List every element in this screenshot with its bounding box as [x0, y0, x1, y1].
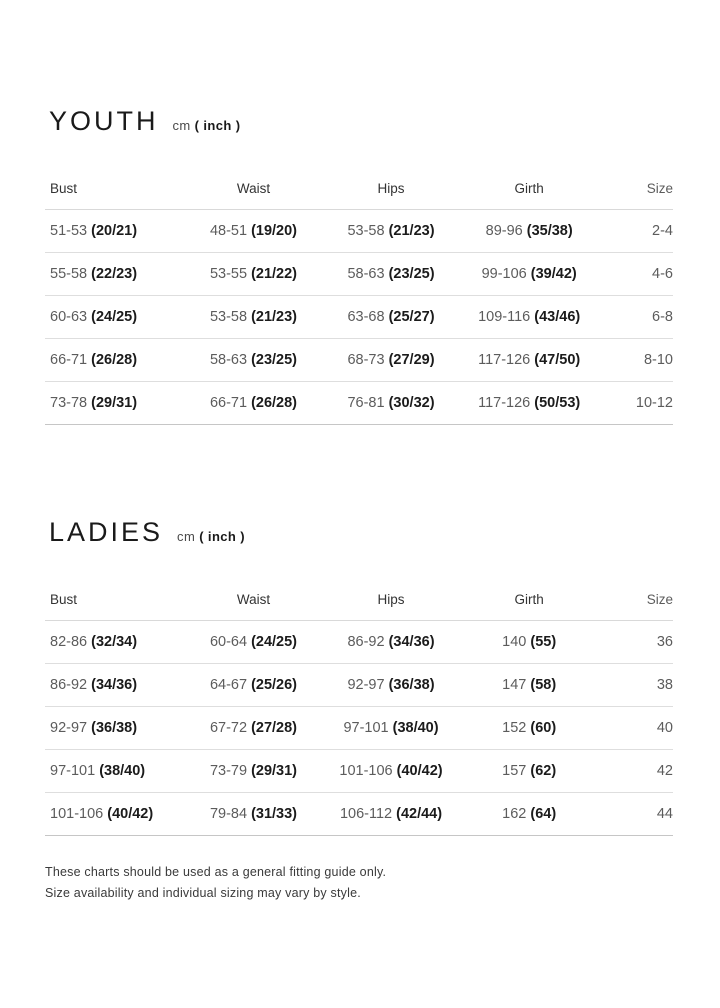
table-row: 97-101 (38/40) 73-79 (29/31) 101-106 (40…: [45, 749, 673, 793]
disclaimer: These charts should be used as a general…: [45, 862, 673, 904]
waist-cell: 66-71 (26/28): [180, 381, 327, 425]
size-guide-page: YOUTH cm( inch ) Bust Waist Hips Girth S…: [45, 0, 673, 904]
unit-label: cm( inch ): [173, 118, 241, 133]
bust-cell: 97-101 (38/40): [45, 749, 181, 793]
youth-title-row: YOUTH cm( inch ): [49, 0, 673, 137]
table-row: 60-63 (24/25) 53-58 (21/23) 63-68 (25/27…: [45, 295, 673, 339]
column-header-girth: Girth: [455, 163, 604, 210]
youth-header-row: Bust Waist Hips Girth Size: [45, 163, 673, 210]
size-cell: 40: [603, 706, 673, 750]
section-title-ladies: LADIES: [49, 517, 164, 547]
disclaimer-line-1: These charts should be used as a general…: [45, 865, 387, 879]
hips-cell: 101-106 (40/42): [326, 749, 456, 793]
size-cell: 38: [603, 663, 673, 707]
column-header-bust: Bust: [45, 163, 181, 210]
hips-cell: 92-97 (36/38): [326, 663, 456, 707]
girth-cell: 157 (62): [455, 749, 604, 793]
hips-cell: 106-112 (42/44): [326, 792, 456, 836]
table-row: 82-86 (32/34) 60-64 (24/25) 86-92 (34/36…: [45, 620, 673, 664]
bust-cell: 73-78 (29/31): [45, 381, 181, 425]
table-row: 101-106 (40/42) 79-84 (31/33) 106-112 (4…: [45, 792, 673, 836]
bust-cell: 51-53 (20/21): [45, 209, 181, 253]
girth-cell: 152 (60): [455, 706, 604, 750]
waist-cell: 79-84 (31/33): [180, 792, 327, 836]
waist-cell: 73-79 (29/31): [180, 749, 327, 793]
hips-cell: 58-63 (23/25): [326, 252, 456, 296]
size-cell: 36: [603, 620, 673, 664]
girth-cell: 109-116 (43/46): [455, 295, 604, 339]
waist-cell: 53-55 (21/22): [180, 252, 327, 296]
bust-cell: 82-86 (32/34): [45, 620, 181, 664]
waist-cell: 48-51 (19/20): [180, 209, 327, 253]
ladies-section: LADIES cm( inch ) Bust Waist Hips Girth …: [45, 425, 673, 836]
column-header-waist: Waist: [180, 574, 327, 621]
bust-cell: 55-58 (22/23): [45, 252, 181, 296]
column-header-girth: Girth: [455, 574, 604, 621]
hips-cell: 86-92 (34/36): [326, 620, 456, 664]
hips-cell: 63-68 (25/27): [326, 295, 456, 339]
size-cell: 4-6: [603, 252, 673, 296]
unit-cm-label: cm: [172, 118, 191, 133]
size-cell: 42: [603, 749, 673, 793]
column-header-bust: Bust: [45, 574, 181, 621]
ladies-title-row: LADIES cm( inch ): [49, 425, 673, 548]
hips-cell: 68-73 (27/29): [326, 338, 456, 382]
bust-cell: 66-71 (26/28): [45, 338, 181, 382]
unit-label: cm( inch ): [177, 529, 245, 544]
girth-cell: 162 (64): [455, 792, 604, 836]
size-cell: 6-8: [603, 295, 673, 339]
size-cell: 2-4: [603, 209, 673, 253]
size-cell: 44: [603, 792, 673, 836]
table-row: 51-53 (20/21) 48-51 (19/20) 53-58 (21/23…: [45, 209, 673, 253]
table-row: 92-97 (36/38) 67-72 (27/28) 97-101 (38/4…: [45, 706, 673, 750]
unit-inch-label: ( inch ): [199, 529, 245, 544]
table-row: 55-58 (22/23) 53-55 (21/22) 58-63 (23/25…: [45, 252, 673, 296]
disclaimer-line-2: Size availability and individual sizing …: [45, 886, 361, 900]
column-header-hips: Hips: [326, 574, 456, 621]
girth-cell: 99-106 (39/42): [455, 252, 604, 296]
girth-cell: 89-96 (35/38): [455, 209, 604, 253]
ladies-size-table: Bust Waist Hips Girth Size 82-86 (32/34)…: [45, 574, 673, 836]
waist-cell: 64-67 (25/26): [180, 663, 327, 707]
bust-cell: 101-106 (40/42): [45, 792, 181, 836]
hips-cell: 97-101 (38/40): [326, 706, 456, 750]
bust-cell: 86-92 (34/36): [45, 663, 181, 707]
waist-cell: 60-64 (24/25): [180, 620, 327, 664]
column-header-hips: Hips: [326, 163, 456, 210]
bust-cell: 60-63 (24/25): [45, 295, 181, 339]
waist-cell: 53-58 (21/23): [180, 295, 327, 339]
size-cell: 10-12: [603, 381, 673, 425]
size-cell: 8-10: [603, 338, 673, 382]
waist-cell: 58-63 (23/25): [180, 338, 327, 382]
waist-cell: 67-72 (27/28): [180, 706, 327, 750]
section-title-youth: YOUTH: [49, 106, 159, 136]
youth-section: YOUTH cm( inch ) Bust Waist Hips Girth S…: [45, 0, 673, 425]
column-header-waist: Waist: [180, 163, 327, 210]
column-header-size: Size: [603, 574, 673, 621]
girth-cell: 117-126 (50/53): [455, 381, 604, 425]
hips-cell: 76-81 (30/32): [326, 381, 456, 425]
girth-cell: 140 (55): [455, 620, 604, 664]
girth-cell: 147 (58): [455, 663, 604, 707]
ladies-header-row: Bust Waist Hips Girth Size: [45, 574, 673, 621]
table-row: 73-78 (29/31) 66-71 (26/28) 76-81 (30/32…: [45, 381, 673, 425]
column-header-size: Size: [603, 163, 673, 210]
table-row: 86-92 (34/36) 64-67 (25/26) 92-97 (36/38…: [45, 663, 673, 707]
youth-size-table: Bust Waist Hips Girth Size 51-53 (20/21)…: [45, 163, 673, 425]
table-row: 66-71 (26/28) 58-63 (23/25) 68-73 (27/29…: [45, 338, 673, 382]
hips-cell: 53-58 (21/23): [326, 209, 456, 253]
bust-cell: 92-97 (36/38): [45, 706, 181, 750]
girth-cell: 117-126 (47/50): [455, 338, 604, 382]
unit-cm-label: cm: [177, 529, 196, 544]
unit-inch-label: ( inch ): [194, 118, 241, 133]
